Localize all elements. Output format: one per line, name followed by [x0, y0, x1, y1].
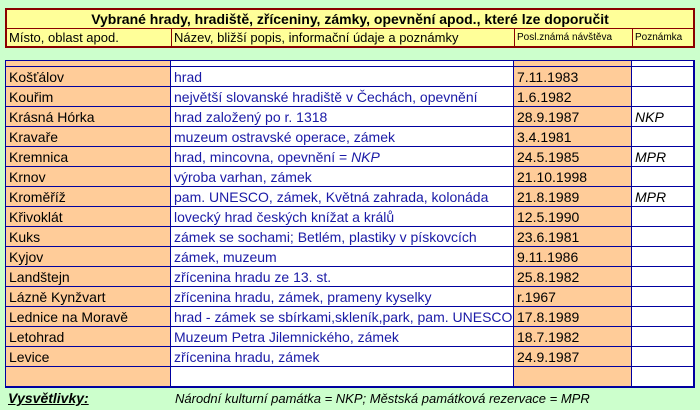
cell: 12.5.1990 [514, 207, 632, 227]
cell: 1.6.1982 [514, 87, 632, 107]
legend: Vysvětlivky: [8, 390, 89, 406]
cell: zřícenina hradu ze 13. st. [171, 267, 514, 287]
cell: Letohrad [6, 327, 171, 347]
cell: výroba varhan, zámek [171, 167, 514, 187]
cell [632, 267, 694, 287]
cell [632, 87, 694, 107]
cell: pam. UNESCO, zámek, Květná zahrada, kolo… [171, 187, 514, 207]
cell: muzeum ostravské operace, zámek [171, 127, 514, 147]
cell [171, 61, 514, 67]
cell: největší slovanské hradiště v Čechách, o… [171, 87, 514, 107]
cell: Křivoklát [6, 207, 171, 227]
cell [6, 367, 171, 387]
cell: Košťálov [6, 67, 171, 87]
cell [632, 61, 694, 67]
cell: r.1967 [514, 287, 632, 307]
cell [171, 367, 514, 387]
cell: Lednice na Moravě [6, 307, 171, 327]
column-header: Poznámka [635, 32, 683, 43]
cell: 9.11.1986 [514, 247, 632, 267]
title: Vybrané hrady, hradiště, zříceniny, zámk… [7, 10, 693, 29]
cell: MPR [632, 147, 694, 167]
header: Vybrané hrady, hradiště, zříceniny, zámk… [5, 8, 695, 48]
cell [632, 307, 694, 327]
cell: zámek, muzeum [171, 247, 514, 267]
table: Košťálov hrad 7.11.1983 Kouřim největší slov… [5, 60, 695, 388]
cell: 17.8.1989 [514, 307, 632, 327]
cell: Krásná Hórka [6, 107, 171, 127]
cell: MPR [632, 187, 694, 207]
cell: 24.5.1985 [514, 147, 632, 167]
column-header: Místo, oblast apod. [7, 29, 172, 46]
cell [632, 127, 694, 147]
cell [6, 61, 171, 67]
cell: hrad [171, 67, 514, 87]
cell: Kravaře [6, 127, 171, 147]
cell: Kremnica [6, 147, 171, 167]
cell: Kouřim [6, 87, 171, 107]
cell: 28.9.1987 [514, 107, 632, 127]
cell [632, 67, 694, 87]
cell: Kroměříž [6, 187, 171, 207]
cell: Levice [6, 347, 171, 367]
cell: zřícenina hradu, zámek [171, 347, 514, 367]
cell: 18.7.1982 [514, 327, 632, 347]
cell: NKP [632, 107, 694, 127]
cell [632, 207, 694, 227]
cell: 23.6.1981 [514, 227, 632, 247]
cell [632, 227, 694, 247]
cell [632, 247, 694, 267]
cell: zřícenina hradu, zámek, prameny kyselky [171, 287, 514, 307]
cell: 21.8.1989 [514, 187, 632, 207]
cell: zámek se sochami; Betlém, plastiky v pís… [171, 227, 514, 247]
cell: Landštejn [6, 267, 171, 287]
cell: Krnov [6, 167, 171, 187]
cell: 24.9.1987 [514, 347, 632, 367]
cell [632, 347, 694, 367]
cell [632, 167, 694, 187]
column-header: Posl.známá návštěva [515, 29, 633, 46]
cell: hrad založený po r. 1318 [171, 107, 514, 127]
cell: hrad - zámek se sbírkami,skleník,park, p… [171, 307, 514, 327]
cell [632, 287, 694, 307]
cell [514, 61, 632, 67]
emphasis: NKP [351, 149, 380, 165]
cell: Muzeum Petra Jilemnického, zámek [171, 327, 514, 347]
cell [632, 367, 694, 387]
cell: 7.11.1983 [514, 67, 632, 87]
cell: 25.8.1982 [514, 267, 632, 287]
cell: 3.4.1981 [514, 127, 632, 147]
legend-label: Vysvětlivky: [8, 390, 89, 406]
cell [632, 327, 694, 347]
cell: Lázně Kynžvart [6, 287, 171, 307]
cell: Kuks [6, 227, 171, 247]
legend-text: Národní kulturní památka = NKP; Městská … [175, 391, 590, 406]
cell: 21.10.1998 [514, 167, 632, 187]
cell [514, 367, 632, 387]
cell: hrad, mincovna, opevnění = NKP [171, 147, 514, 167]
cell: Kyjov [6, 247, 171, 267]
cell: lovecký hrad českých knížat a králů [171, 207, 514, 227]
column-header: Název, bližší popis, informační údaje a … [172, 29, 515, 46]
